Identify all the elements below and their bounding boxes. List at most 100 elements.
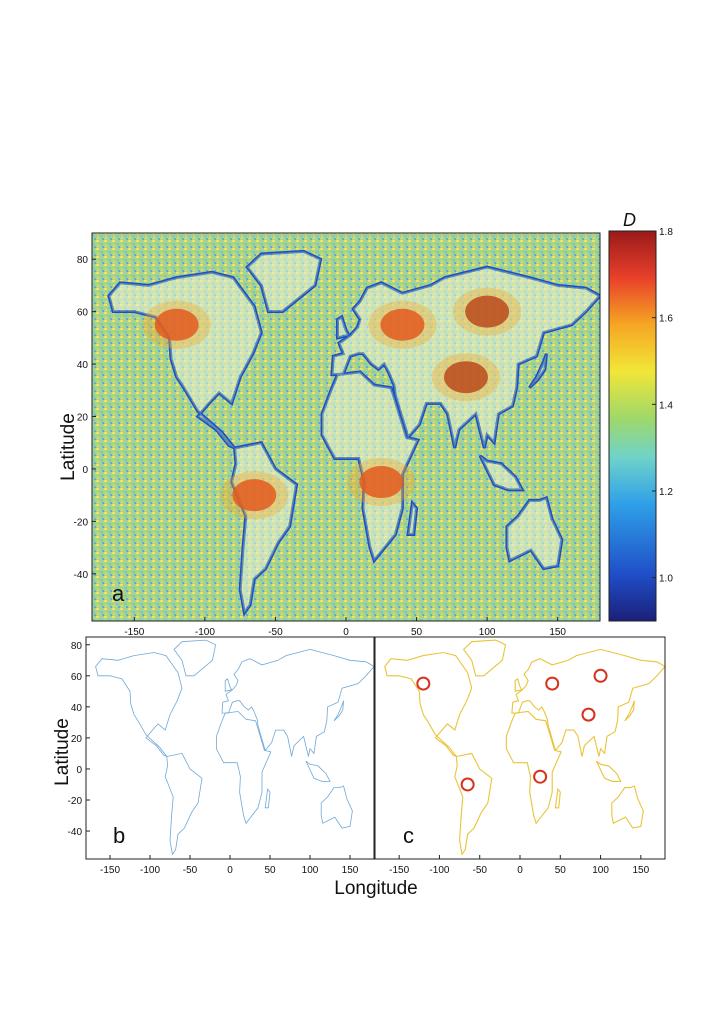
x-tick-label: 150: [632, 865, 649, 876]
panel-b-background: [86, 637, 374, 859]
x-tick-label: 100: [592, 865, 609, 876]
x-tick-label: -150: [389, 865, 409, 876]
mountain-belt-mark: [533, 769, 548, 784]
panel-b-axes: -150 -100 -50 0 50 100 150 -40 -20 0 20 40 60 80: [68, 641, 359, 876]
panel-a-axes: -150 -100 -50 0 50 100 150 -40 -20 0 20 40 60 80: [74, 255, 567, 638]
coastline-north-america: [95, 652, 183, 757]
coastline-eurasia: [221, 648, 374, 757]
landmass-texture-uk: [337, 316, 349, 338]
coastline-indonesia: [596, 760, 622, 782]
coastline-greenland: [173, 639, 217, 677]
panel-a-map: [107, 249, 600, 617]
panel-b-letter: b: [113, 823, 125, 848]
mountain-belt-mark: [593, 668, 608, 683]
colorbar-label: D: [623, 210, 636, 230]
coastline-indonesia: [305, 760, 331, 782]
panel-b-map: [95, 639, 374, 856]
y-tick-label: 60: [71, 672, 83, 683]
panel-c-background: [375, 637, 665, 859]
colorbar-tick-label: 1.2: [659, 487, 673, 498]
y-tick-label: 60: [77, 308, 89, 319]
high-d-halo: [220, 471, 289, 520]
colorbar-tick-label: 1.0: [659, 574, 673, 585]
coastline-uk: [514, 678, 523, 692]
y-tick-label: 80: [77, 255, 89, 266]
y-tick-label: 20: [71, 734, 83, 745]
y-tick-label: 40: [71, 703, 83, 714]
panel-c: -150 -100 -50 0 50 100 150 c: [374, 636, 666, 876]
colorbar-tick-label: 1.6: [659, 314, 673, 325]
landmass-texture-indonesia: [480, 455, 523, 490]
coastline-north-america: [384, 651, 473, 758]
x-tick-label: 100: [479, 627, 496, 638]
landmass-texture-madagascar: [408, 503, 417, 535]
y-tick-label: 80: [71, 641, 83, 652]
panel-b: -150 -100 -50 0 50 100 150 -40 -20 0 20 40 60 80 b: [68, 636, 375, 876]
x-tick-label: 0: [343, 627, 349, 638]
high-d-halo: [142, 300, 211, 349]
high-d-region: [465, 295, 510, 328]
y-axis-title-a: Latitude: [58, 413, 79, 481]
y-tick-label: 20: [77, 413, 89, 424]
coastline-south-america: [454, 752, 493, 856]
landmass-texture-australia: [506, 497, 562, 569]
landmass-texture-north-america: [108, 272, 262, 448]
x-tick-label: 0: [517, 865, 523, 876]
coastline-madagascar: [554, 787, 561, 809]
x-tick-label: -50: [183, 865, 198, 876]
high-d-halo: [368, 300, 437, 349]
panel-c-axes: -150 -100 -50 0 50 100 150: [389, 855, 650, 876]
coastline-greenland: [462, 639, 507, 677]
colorbar: D 1.0 1.2 1.4 1.6 1.8: [608, 210, 673, 622]
x-tick-label: -100: [140, 865, 160, 876]
y-tick-label: -40: [68, 827, 83, 838]
colorbar-ticks: 1.0 1.2 1.4 1.6 1.8: [652, 227, 673, 585]
x-axis-title: Longitude: [334, 878, 417, 899]
colorbar-tick-label: 1.4: [659, 400, 673, 411]
coastline-africa: [505, 710, 562, 825]
coastline-madagascar: [264, 788, 271, 809]
x-tick-label: 50: [555, 865, 567, 876]
coastline-africa: [216, 711, 272, 825]
high-d-region: [443, 361, 488, 394]
x-tick-label: -50: [268, 627, 283, 638]
colorbar-tick-label: 1.8: [659, 227, 673, 238]
high-d-halo: [431, 353, 500, 402]
high-d-region: [232, 479, 277, 512]
y-tick-label: -40: [74, 570, 89, 581]
high-d-halo: [347, 458, 416, 507]
panel-c-map: [384, 639, 665, 856]
coastline-uk: [224, 678, 233, 692]
x-tick-label: -150: [100, 865, 120, 876]
high-d-region: [380, 308, 425, 341]
panel-a: -150 -100 -50 0 50 100 150 -40 -20 0 20 40 60 80 a: [74, 232, 601, 638]
x-tick-label: -100: [195, 627, 215, 638]
y-tick-label: 0: [76, 765, 82, 776]
landmass-texture-africa: [322, 371, 418, 561]
coastline-australia: [320, 785, 353, 829]
x-tick-label: 50: [411, 627, 423, 638]
mountain-belt-mark: [460, 777, 475, 792]
high-d-regions: [142, 287, 522, 520]
y-tick-label: -20: [68, 796, 83, 807]
x-tick-label: -100: [429, 865, 449, 876]
high-d-halo: [453, 287, 522, 336]
x-tick-label: -50: [472, 865, 487, 876]
coastline-australia: [611, 785, 644, 829]
mountain-belt-mark: [545, 676, 560, 691]
coastline-eurasia: [511, 648, 665, 757]
y-axis-title-b: Latitude: [52, 718, 73, 786]
x-tick-label: 150: [549, 627, 566, 638]
landmass-texture-greenland: [247, 251, 321, 312]
x-tick-label: 100: [302, 865, 319, 876]
high-d-region: [154, 308, 199, 341]
coastline-japan: [333, 700, 344, 722]
x-tick-label: 50: [264, 865, 276, 876]
y-tick-label: 40: [77, 360, 89, 371]
y-tick-label: 0: [82, 465, 88, 476]
landmass-texture-japan: [529, 353, 547, 388]
panel-a-letter: a: [112, 581, 125, 606]
y-tick-label: -20: [74, 517, 89, 528]
x-tick-label: 0: [227, 865, 233, 876]
